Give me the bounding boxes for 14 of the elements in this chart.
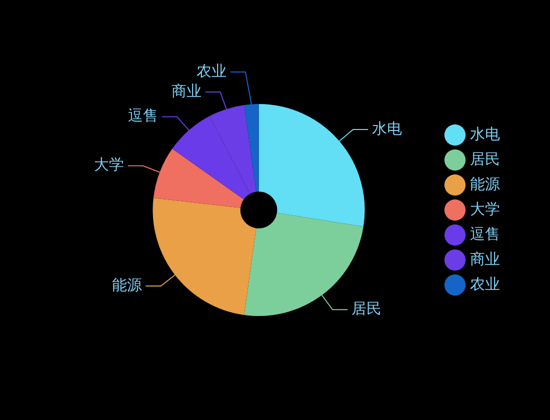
legend-label: 大学 [470,200,500,218]
legend-label: 逗售 [470,224,500,243]
legend-label: 商业 [470,250,500,268]
slice-label: 水电 [372,119,402,138]
slice-label: 居民 [352,300,382,318]
slice-label: 逗售 [128,106,158,125]
legend-label: 农业 [470,274,500,293]
legend-label: 能源 [470,174,500,193]
slice-label: 农业 [196,62,226,80]
slice-label: 大学 [94,156,124,174]
legend-label: 水电 [470,124,500,143]
slice-label: 商业 [171,82,202,100]
slice-label: 能源 [112,276,142,294]
legend-label: 居民 [470,150,500,168]
